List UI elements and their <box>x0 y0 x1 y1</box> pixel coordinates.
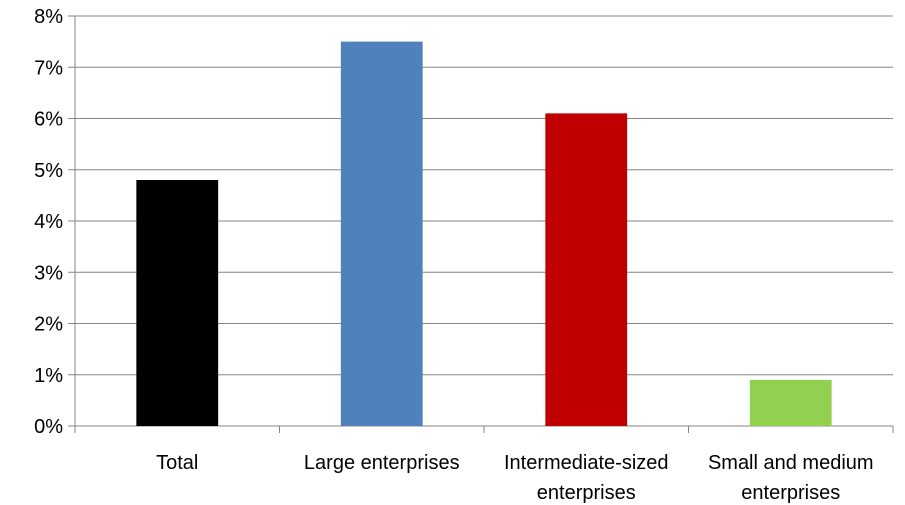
y-tick-label: 5% <box>34 160 63 182</box>
x-tick-label: Small and medium enterprises <box>708 452 874 504</box>
x-tick-label: Large enterprises <box>304 452 460 474</box>
x-tick-label: Intermediate-sized enterprises <box>504 452 669 504</box>
labels: 0% 1% 2% 3% 4% 5% 6% 7% 8% Total Large enterprises… <box>34 6 873 504</box>
y-tick-label: 7% <box>34 57 63 79</box>
y-tick-label: 8% <box>34 6 63 28</box>
y-tick-label: 3% <box>34 262 63 284</box>
y-tick-label: 1% <box>34 365 63 387</box>
bar <box>136 180 219 426</box>
y-tick-label: 2% <box>34 314 63 336</box>
bar <box>545 113 628 426</box>
bar <box>749 379 832 426</box>
x-tick-label: Total <box>156 452 198 474</box>
bars <box>136 41 832 426</box>
y-tick-label: 0% <box>34 416 63 438</box>
bar <box>340 41 423 426</box>
y-tick-label: 4% <box>34 211 63 233</box>
y-tick-label: 6% <box>34 109 63 131</box>
